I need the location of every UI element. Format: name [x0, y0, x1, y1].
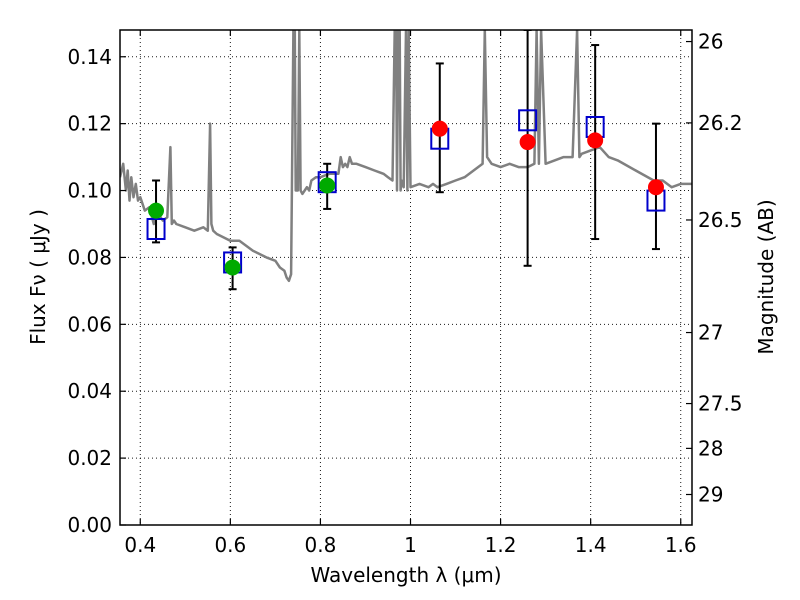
x-axis: 0.4 0.6 0.8 1 1.2 1.4 1.6 — [124, 30, 697, 557]
y-tick-label: 0.10 — [67, 179, 112, 203]
y-tick-label: 0.02 — [67, 446, 112, 470]
y-axis: 0.00 0.02 0.04 0.06 0.08 0.10 0.12 0.14 — [67, 45, 126, 537]
right-tick-label: 27 — [698, 321, 723, 345]
x-tick-label: 0.6 — [214, 533, 246, 557]
right-tick-label: 27.5 — [698, 392, 743, 416]
x-tick-label: 1 — [404, 533, 417, 557]
y-tick-label: 0.12 — [67, 112, 112, 136]
right-axis-label: Magnitude (AB) — [754, 199, 778, 354]
plot-area — [120, 30, 692, 291]
model-spectrum-line — [120, 30, 692, 283]
observed-flux-point — [587, 132, 604, 149]
observed-flux-point — [319, 177, 336, 194]
observed-flux-point — [148, 202, 165, 219]
observed-flux-point — [224, 259, 241, 276]
y-tick-label: 0.14 — [67, 45, 112, 69]
y-axis-label: Flux Fν ( μJy ) — [26, 209, 50, 345]
observed-flux-point — [647, 179, 664, 196]
right-tick-label: 29 — [698, 482, 723, 506]
observed-flux-point — [519, 134, 536, 151]
y-tick-label: 0.04 — [67, 379, 112, 403]
x-tick-label: 1.4 — [575, 533, 607, 557]
right-tick-label: 26 — [698, 30, 723, 54]
observed-flux-point — [431, 120, 448, 137]
right-tick-label: 26.5 — [698, 208, 743, 232]
y-tick-label: 0.06 — [67, 312, 112, 336]
x-axis-label: Wavelength λ (μm) — [310, 563, 501, 587]
plot-frame — [119, 29, 693, 526]
x-tick-label: 1.6 — [665, 533, 697, 557]
right-magnitude-axis: 26 26.2 26.5 27 27.5 28 29 — [686, 30, 743, 506]
x-tick-label: 0.8 — [305, 533, 337, 557]
right-tick-label: 26.2 — [698, 111, 743, 135]
y-tick-label: 0.08 — [67, 245, 112, 269]
model-band-square — [518, 109, 538, 132]
model-band-square — [146, 218, 166, 241]
x-tick-label: 1.2 — [485, 533, 517, 557]
y-tick-label: 0.00 — [67, 513, 112, 537]
x-tick-label: 0.4 — [124, 533, 156, 557]
right-tick-label: 28 — [698, 436, 723, 460]
